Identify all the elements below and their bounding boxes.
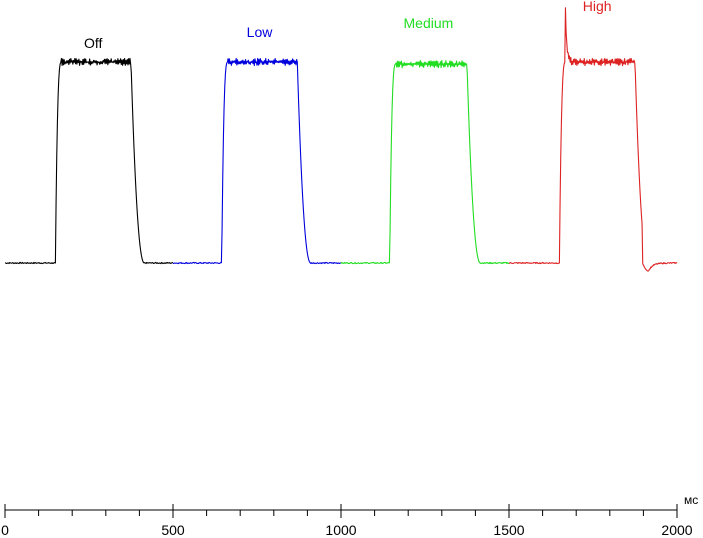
x-tick-label: 1500: [493, 522, 524, 538]
series-label-layer: Off Low Medium High: [84, 0, 612, 51]
x-tick-label: 2000: [661, 522, 692, 538]
x-unit-label: мс: [684, 493, 698, 507]
x-tick-label: 1000: [325, 522, 356, 538]
series-label-high: High: [583, 0, 612, 14]
series-line-low: [172, 57, 342, 265]
series-line-high: [508, 7, 678, 272]
x-tick-label: 500: [161, 522, 185, 538]
x-axis: 0 500 1000 1500 2000 мс: [1, 493, 698, 538]
x-tick-label: 0: [1, 522, 9, 538]
series-line-medium: [340, 59, 510, 265]
series-label-low: Low: [247, 24, 274, 40]
series-line-off: [4, 57, 174, 265]
series-layer: [4, 7, 678, 272]
series-label-medium: Medium: [404, 15, 454, 31]
series-label-off: Off: [84, 35, 103, 51]
